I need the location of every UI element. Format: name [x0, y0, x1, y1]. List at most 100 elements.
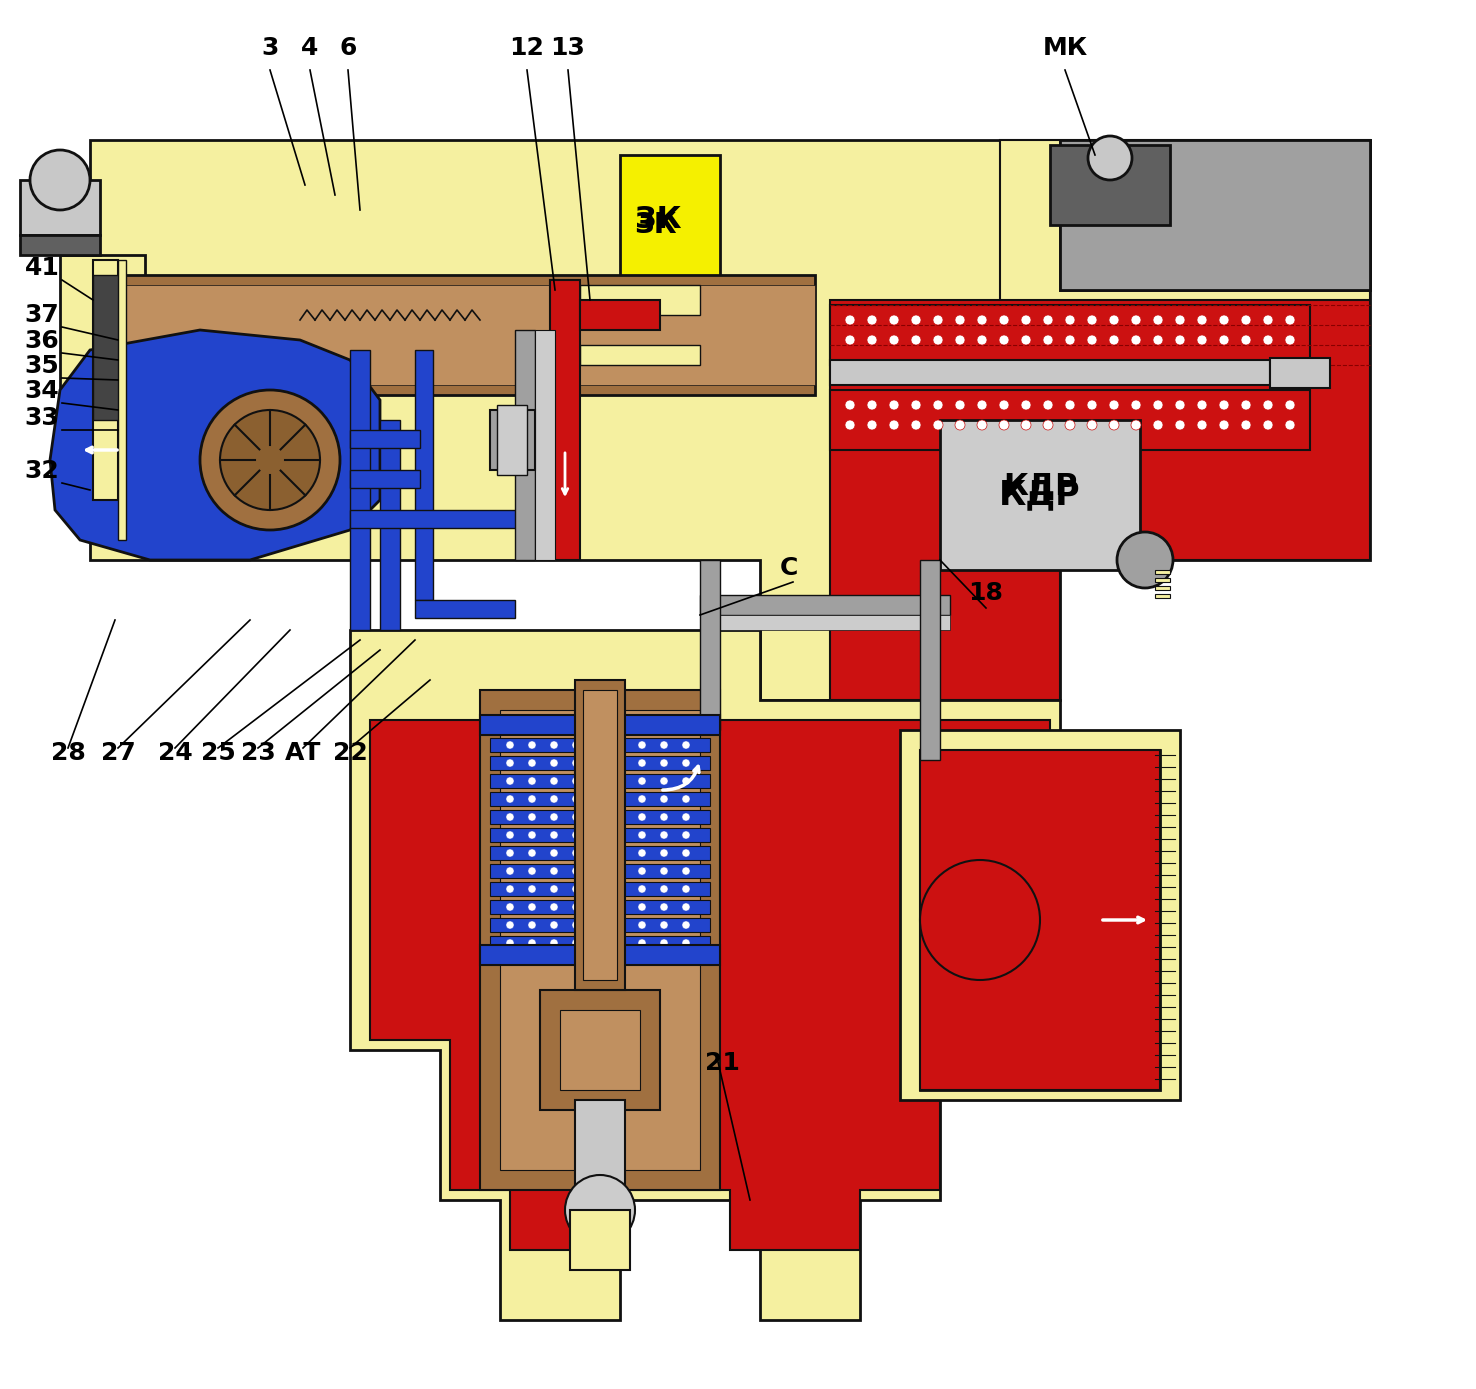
- Circle shape: [682, 776, 689, 785]
- Circle shape: [551, 939, 558, 947]
- Circle shape: [573, 758, 580, 767]
- Circle shape: [660, 903, 669, 911]
- Circle shape: [977, 400, 987, 410]
- Circle shape: [615, 724, 624, 731]
- Circle shape: [1044, 400, 1052, 410]
- Circle shape: [573, 776, 580, 785]
- Circle shape: [551, 758, 558, 767]
- Bar: [350, 350, 370, 631]
- Bar: [490, 792, 710, 806]
- Circle shape: [660, 813, 669, 821]
- Circle shape: [1286, 419, 1294, 431]
- Circle shape: [506, 939, 514, 947]
- Bar: [920, 750, 1160, 1090]
- Circle shape: [1044, 315, 1052, 325]
- Circle shape: [528, 758, 536, 767]
- Bar: [21, 235, 100, 256]
- Circle shape: [682, 813, 689, 821]
- Circle shape: [1241, 419, 1252, 431]
- Circle shape: [1117, 532, 1173, 588]
- Circle shape: [1131, 335, 1141, 344]
- Circle shape: [593, 849, 602, 857]
- Circle shape: [1286, 315, 1294, 325]
- Text: ЗК: ЗК: [633, 211, 676, 239]
- Circle shape: [660, 795, 669, 803]
- Bar: [1156, 569, 1170, 574]
- Circle shape: [999, 315, 1010, 325]
- Circle shape: [506, 885, 514, 893]
- Polygon shape: [370, 720, 1049, 1250]
- Bar: [480, 715, 720, 735]
- Circle shape: [1241, 335, 1252, 344]
- Circle shape: [1108, 315, 1119, 325]
- Circle shape: [660, 758, 669, 767]
- Circle shape: [660, 849, 669, 857]
- Circle shape: [506, 724, 514, 731]
- Circle shape: [1086, 315, 1097, 325]
- Circle shape: [1021, 419, 1032, 431]
- Bar: [350, 510, 551, 528]
- Circle shape: [506, 813, 514, 821]
- Circle shape: [1263, 335, 1272, 344]
- Circle shape: [551, 921, 558, 929]
- Text: 25: 25: [201, 740, 235, 765]
- Circle shape: [866, 335, 877, 344]
- Circle shape: [920, 860, 1041, 981]
- Circle shape: [551, 795, 558, 803]
- Circle shape: [1263, 419, 1272, 431]
- Bar: [490, 900, 710, 914]
- Text: 27: 27: [100, 740, 136, 765]
- Text: МК: МК: [1042, 36, 1088, 60]
- Circle shape: [506, 849, 514, 857]
- Circle shape: [1175, 419, 1185, 431]
- Circle shape: [1263, 315, 1272, 325]
- Circle shape: [638, 885, 646, 893]
- Circle shape: [1219, 315, 1230, 325]
- Circle shape: [1131, 315, 1141, 325]
- Circle shape: [573, 795, 580, 803]
- Circle shape: [615, 740, 624, 749]
- Bar: [1060, 140, 1370, 290]
- Text: 34: 34: [25, 379, 59, 403]
- Circle shape: [593, 867, 602, 875]
- Circle shape: [573, 939, 580, 947]
- Circle shape: [593, 921, 602, 929]
- Circle shape: [1219, 419, 1230, 431]
- Circle shape: [615, 867, 624, 875]
- Text: 4: 4: [301, 36, 319, 60]
- Circle shape: [551, 740, 558, 749]
- Bar: [94, 275, 815, 394]
- Circle shape: [1108, 400, 1119, 410]
- Circle shape: [528, 849, 536, 857]
- Circle shape: [660, 939, 669, 947]
- Text: С: С: [779, 556, 799, 581]
- Circle shape: [565, 1175, 635, 1245]
- Circle shape: [844, 419, 855, 431]
- Text: 3: 3: [261, 36, 279, 60]
- Circle shape: [999, 400, 1010, 410]
- Bar: [540, 990, 660, 1110]
- Circle shape: [682, 831, 689, 839]
- Text: 37: 37: [25, 303, 59, 326]
- Circle shape: [682, 903, 689, 911]
- Circle shape: [911, 419, 921, 431]
- Circle shape: [1044, 335, 1052, 344]
- Text: АТ: АТ: [285, 740, 322, 765]
- Circle shape: [1021, 335, 1032, 344]
- Circle shape: [551, 724, 558, 731]
- Bar: [490, 774, 710, 788]
- Circle shape: [573, 831, 580, 839]
- Bar: [500, 710, 700, 1170]
- Bar: [830, 306, 1311, 365]
- Text: ЗК: ЗК: [635, 206, 682, 233]
- Bar: [534, 331, 555, 560]
- Circle shape: [999, 419, 1010, 431]
- Circle shape: [638, 813, 646, 821]
- Circle shape: [660, 724, 669, 731]
- Text: 12: 12: [509, 36, 545, 60]
- Circle shape: [506, 831, 514, 839]
- Bar: [490, 810, 710, 824]
- Circle shape: [593, 758, 602, 767]
- Bar: [900, 731, 1179, 1100]
- Circle shape: [615, 885, 624, 893]
